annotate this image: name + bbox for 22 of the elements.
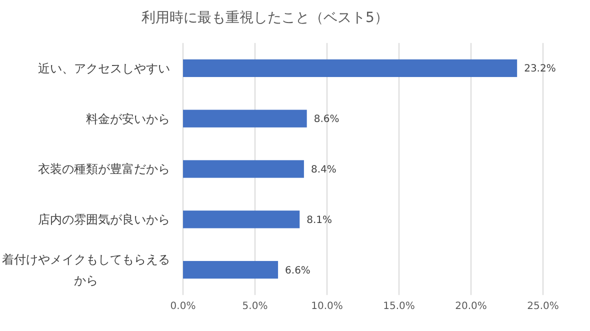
data-label: 6.6%	[285, 265, 310, 276]
bar	[183, 160, 304, 178]
y-tick-label: 店内の雰囲気が良いから	[38, 212, 170, 227]
x-tick-label: 15.0%	[383, 301, 415, 312]
y-tick-label: 近い、アクセスしやすい	[38, 61, 170, 76]
data-label: 8.4%	[310, 164, 336, 176]
x-tick-label: 25.0%	[527, 301, 559, 312]
x-tick-label: 0.0%	[170, 301, 196, 312]
y-tick-label: 衣装の種類が豊富だから	[38, 162, 170, 176]
x-tick-label: 20.0%	[455, 301, 487, 312]
bar	[183, 59, 518, 78]
y-tick-label: 料金が安いから	[86, 112, 170, 126]
chart-title: 利用時に最も重視したこと（ベスト5）	[142, 10, 388, 26]
bar	[183, 110, 307, 128]
x-tick-label: 10.0%	[311, 301, 343, 312]
bar	[183, 260, 278, 279]
data-label: 8.1%	[306, 214, 332, 226]
x-tick-label: 5.0%	[242, 301, 268, 312]
data-label: 8.6%	[314, 114, 340, 126]
bar	[183, 210, 300, 228]
data-label: 23.2%	[524, 64, 556, 75]
y-tick-label: 着付けやメイクもしてもらえるから	[2, 252, 170, 288]
